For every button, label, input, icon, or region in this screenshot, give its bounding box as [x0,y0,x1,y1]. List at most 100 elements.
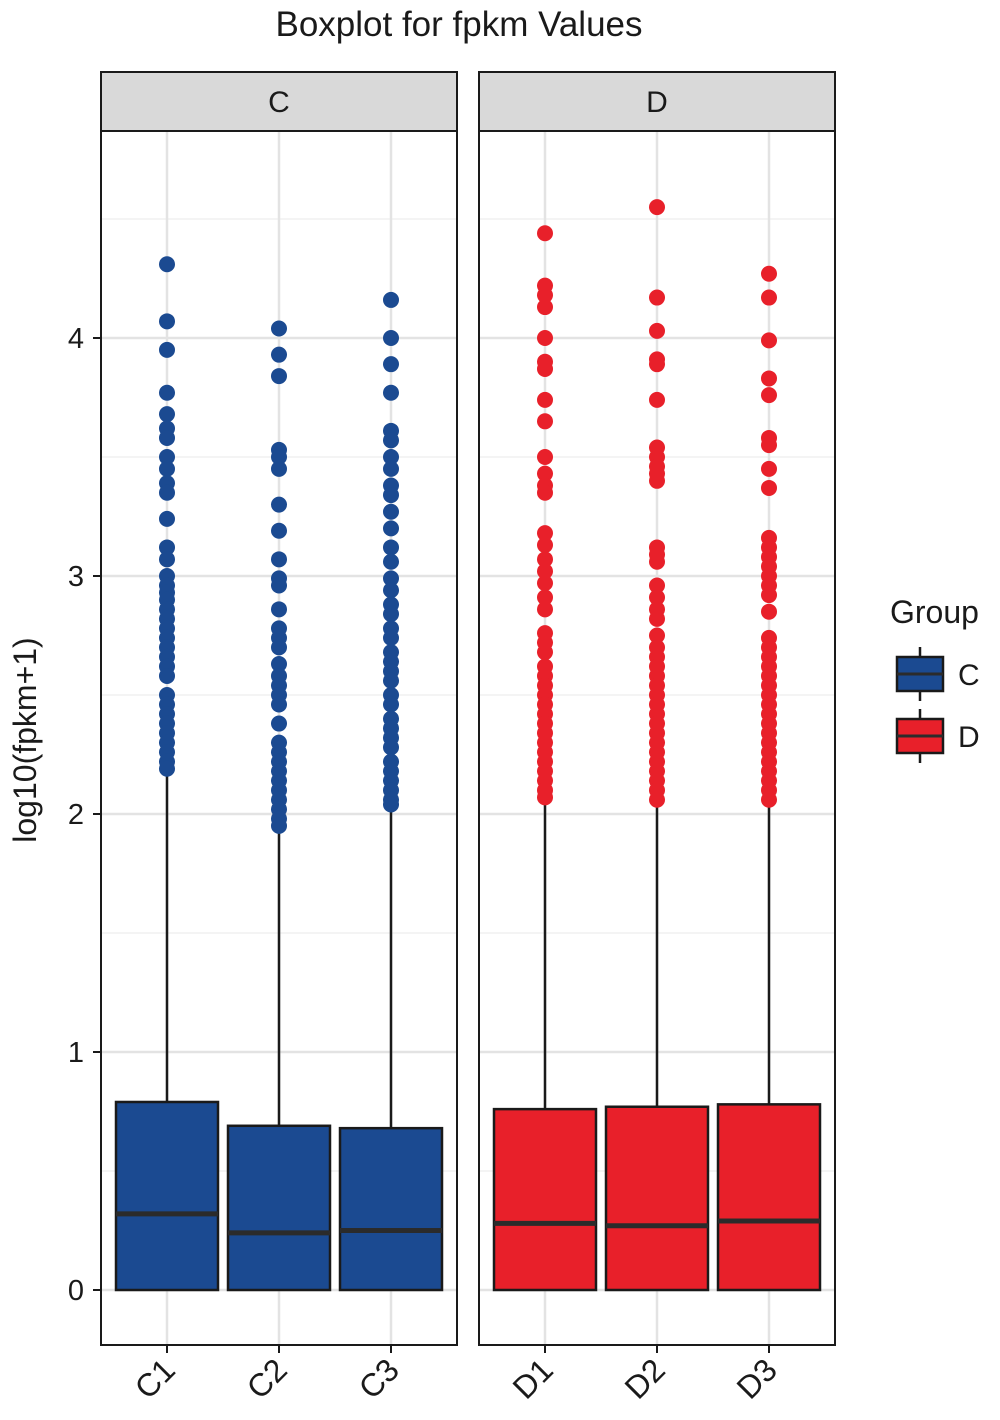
outlier-point [537,299,553,316]
panels-layer: C C1 C2 C3 D D1 D2 D3 [100,71,836,1406]
legend-label: C [958,659,980,692]
x-tick-label: D2 [618,1351,672,1405]
y-tick-label: 4 [68,323,84,355]
outlier-point [271,696,287,713]
outlier-point [761,479,777,496]
outlier-point [537,287,553,304]
outlier-point [383,330,399,346]
outlier-point [537,391,553,408]
outlier-point [159,449,175,465]
outlier-point [761,791,777,808]
panel-border [100,130,458,1346]
outlier-point [383,582,399,599]
outlier-point [761,587,777,604]
outlier-point [383,796,399,813]
box-body [226,1124,332,1292]
facet-panel-C: C C1 C2 C3 [100,71,458,1406]
y-axis-label: log10(fpkm+1) [7,637,43,842]
outlier-point [649,199,665,216]
outlier-point [649,627,665,644]
outlier-point [649,791,665,808]
outlier-point [383,570,399,587]
outlier-point [537,413,553,430]
outlier-point [761,332,777,349]
outlier-point [271,368,287,385]
facet-strip-label: D [646,86,668,119]
chart-title: Boxplot for fpkm Values [275,5,642,44]
outlier-point [383,449,399,465]
outlier-point [159,256,175,273]
outlier-point [271,656,287,673]
facet-strip [100,71,458,132]
outlier-point [383,539,399,556]
outlier-point [537,575,553,592]
legend: Group CD [890,594,980,763]
facet-strip-label: C [268,86,290,119]
outlier-point [537,484,553,501]
outlier-point [537,789,553,806]
outlier-point [159,539,175,556]
x-tick-label: C3 [352,1351,406,1405]
outlier-point [159,551,175,568]
x-tick-label: C2 [240,1351,294,1405]
outlier-point [383,553,399,570]
outlier-point [761,603,777,620]
outlier-point [271,601,287,618]
outlier-point [271,817,287,834]
outlier-point [761,370,777,387]
outlier-point [271,449,287,465]
outlier-point [271,639,287,656]
outlier-point [537,449,553,465]
outlier-point [537,465,553,482]
x-tick-label: C1 [128,1351,182,1405]
outlier-point [271,460,287,477]
outlier-point [159,510,175,527]
outlier-point [649,589,665,606]
outlier-point [537,225,553,242]
outlier-point [649,289,665,306]
outlier-point [383,739,399,756]
outlier-point [537,525,553,542]
box-body [114,1100,220,1292]
outlier-point [383,503,399,520]
outlier-point [649,577,665,594]
legend-label: D [958,721,980,754]
legend-key-D: D [895,709,980,763]
outlier-point [383,629,399,646]
outlier-point [159,313,175,330]
outlier-point [383,672,399,689]
outlier-point [649,391,665,408]
box-body [338,1126,444,1292]
outlier-point [383,356,399,373]
outlier-point [761,289,777,306]
outlier-point [649,610,665,627]
box-C2: C2 [226,320,332,1406]
outlier-point [649,472,665,489]
outlier-point [649,553,665,570]
legend-title: Group [890,594,979,630]
outlier-point [159,760,175,777]
outlier-point [761,460,777,477]
outlier-point [537,360,553,377]
y-tick-label: 3 [68,561,84,593]
outlier-point [383,460,399,477]
panel-border [478,130,836,1346]
box-D3: D3 [716,265,822,1406]
outlier-point [537,537,553,554]
facet-panel-D: D D1 D2 D3 [478,71,836,1406]
outlier-point [761,387,777,404]
outlier-point [159,341,175,358]
box-body [716,1103,822,1292]
outlier-point [649,322,665,339]
box-D1: D1 [492,225,598,1406]
outlier-point [271,551,287,568]
y-tick-label: 0 [68,1275,84,1307]
box-C1: C1 [114,256,220,1406]
outlier-point [537,589,553,606]
outlier-point [159,667,175,684]
y-axis: 0 1 2 3 4 [68,323,101,1307]
outlier-point [383,487,399,504]
outlier-point [383,520,399,537]
y-tick-label: 2 [68,799,84,831]
